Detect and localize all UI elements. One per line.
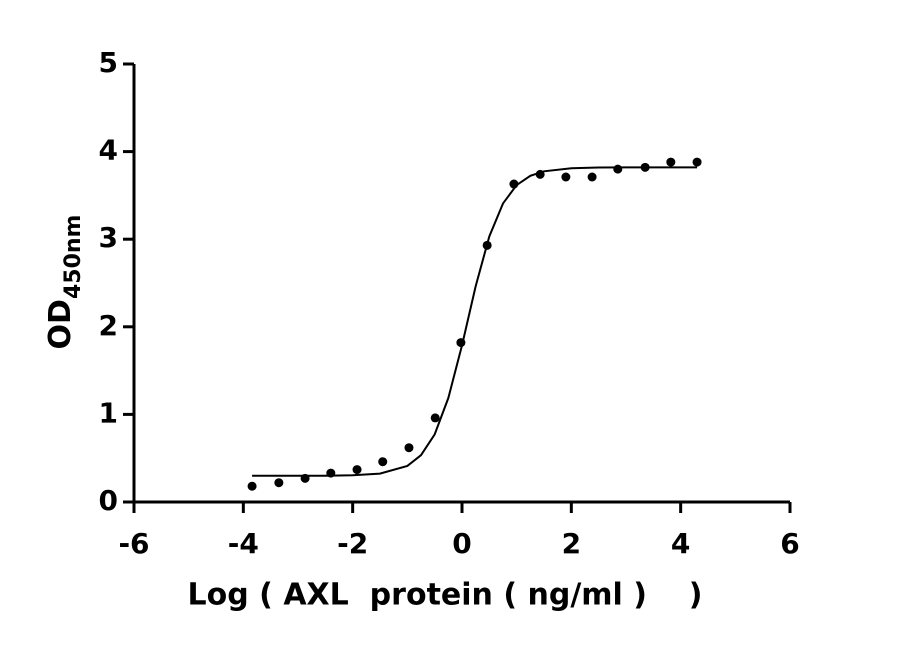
y-tick-label: 5	[99, 46, 118, 79]
data-point	[247, 481, 257, 491]
y-label-subscript: 450nm	[61, 215, 86, 300]
y-axis-label: OD450nm	[43, 215, 86, 350]
x-tick-label: -6	[118, 527, 149, 560]
x-tick-label: -2	[337, 527, 368, 560]
data-point	[404, 443, 414, 453]
data-point	[430, 413, 440, 423]
x-tick-label: 4	[671, 527, 690, 560]
fit-curve	[252, 166, 698, 477]
y-tick-label: 1	[99, 396, 118, 429]
x-tick-label: -4	[228, 527, 259, 560]
x-tick-label: 6	[780, 527, 799, 560]
x-tick-label: 2	[562, 527, 581, 560]
data-point	[378, 457, 388, 467]
data-point	[274, 478, 284, 488]
x-tick-label: 0	[452, 527, 471, 560]
y-label-main: OD	[43, 299, 78, 349]
y-tick-label: 0	[99, 484, 118, 517]
data-point	[352, 465, 362, 475]
data-point	[692, 157, 702, 167]
y-tick-label: 4	[99, 134, 118, 167]
data-point	[613, 164, 623, 174]
data-point	[561, 172, 571, 182]
data-point	[587, 172, 597, 182]
y-tick-label: 3	[99, 221, 118, 254]
y-tick-label: 2	[99, 309, 118, 342]
x-axis-label: Log ( AXL protein ( ng/ml ) )	[188, 578, 703, 613]
data-point	[666, 157, 676, 167]
